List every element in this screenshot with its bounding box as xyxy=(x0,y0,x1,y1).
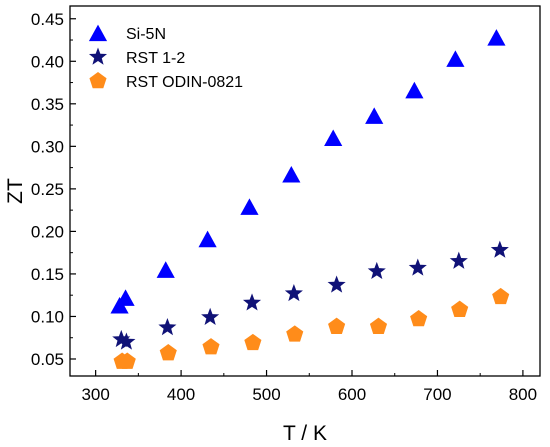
legend-label: RST ODIN-0821 xyxy=(126,74,243,91)
data-point xyxy=(487,29,506,46)
data-point xyxy=(158,318,177,336)
y-axis-ticks: 0.05 0.10 0.15 0.20 0.25 0.30 0.35 0.40 0.45 xyxy=(31,10,76,369)
data-point xyxy=(492,287,510,305)
legend-marker xyxy=(88,24,108,42)
data-point xyxy=(365,107,384,124)
data-point xyxy=(451,300,469,317)
legend-marker xyxy=(89,72,107,89)
legend-label: Si-5N xyxy=(126,26,166,43)
y-tick-label: 0.25 xyxy=(31,180,64,199)
x-axis-label: T / K xyxy=(283,422,327,445)
data-point xyxy=(446,50,465,67)
data-point xyxy=(369,317,388,334)
data-point xyxy=(324,129,343,146)
data-point xyxy=(410,310,428,327)
data-point xyxy=(202,338,220,355)
data-point xyxy=(244,333,262,351)
y-tick-label: 0.40 xyxy=(31,52,64,71)
data-point xyxy=(405,81,424,99)
x-axis-ticks: 300 400 500 600 700 800 xyxy=(81,370,537,404)
y-tick-label: 0.20 xyxy=(31,222,64,241)
y-tick-label: 0.15 xyxy=(31,265,64,284)
x-tick-label: 600 xyxy=(338,385,366,404)
legend: Si-5N RST 1-2 RST ODIN-0821 xyxy=(88,24,243,91)
x-tick-label: 400 xyxy=(167,385,195,404)
data-point xyxy=(118,352,136,369)
data-point xyxy=(490,240,509,258)
data-point xyxy=(328,317,346,334)
y-tick-label: 0.10 xyxy=(31,307,64,326)
data-point xyxy=(159,344,177,361)
x-tick-label: 500 xyxy=(252,385,280,404)
plot-frame xyxy=(69,5,541,377)
data-point xyxy=(449,251,468,269)
data-point xyxy=(116,289,135,306)
legend-label: RST 1-2 xyxy=(126,50,185,67)
data-point xyxy=(242,293,262,311)
y-tick-label: 0.05 xyxy=(31,350,64,369)
data-point xyxy=(117,332,136,350)
data-point xyxy=(327,275,346,293)
x-tick-label: 800 xyxy=(509,385,537,404)
legend-marker xyxy=(88,47,108,65)
y-axis-label: ZT xyxy=(4,178,27,204)
y-tick-label: 0.35 xyxy=(31,95,64,114)
data-point xyxy=(198,230,217,248)
data-point xyxy=(156,261,175,278)
series-3 xyxy=(113,287,510,369)
data-point xyxy=(112,329,131,348)
data-point xyxy=(286,325,304,342)
y-tick-label: 0.45 xyxy=(31,10,64,29)
series-1 xyxy=(110,29,506,314)
data-point xyxy=(284,283,303,302)
x-tick-label: 700 xyxy=(423,385,451,404)
series-2 xyxy=(112,240,509,350)
y-tick-label: 0.30 xyxy=(31,137,64,156)
data-point xyxy=(367,261,386,280)
data-point xyxy=(408,258,427,276)
data-point xyxy=(240,198,259,215)
data-points xyxy=(110,29,510,369)
data-point xyxy=(282,166,301,183)
x-tick-label: 300 xyxy=(81,385,109,404)
data-point xyxy=(201,307,220,325)
